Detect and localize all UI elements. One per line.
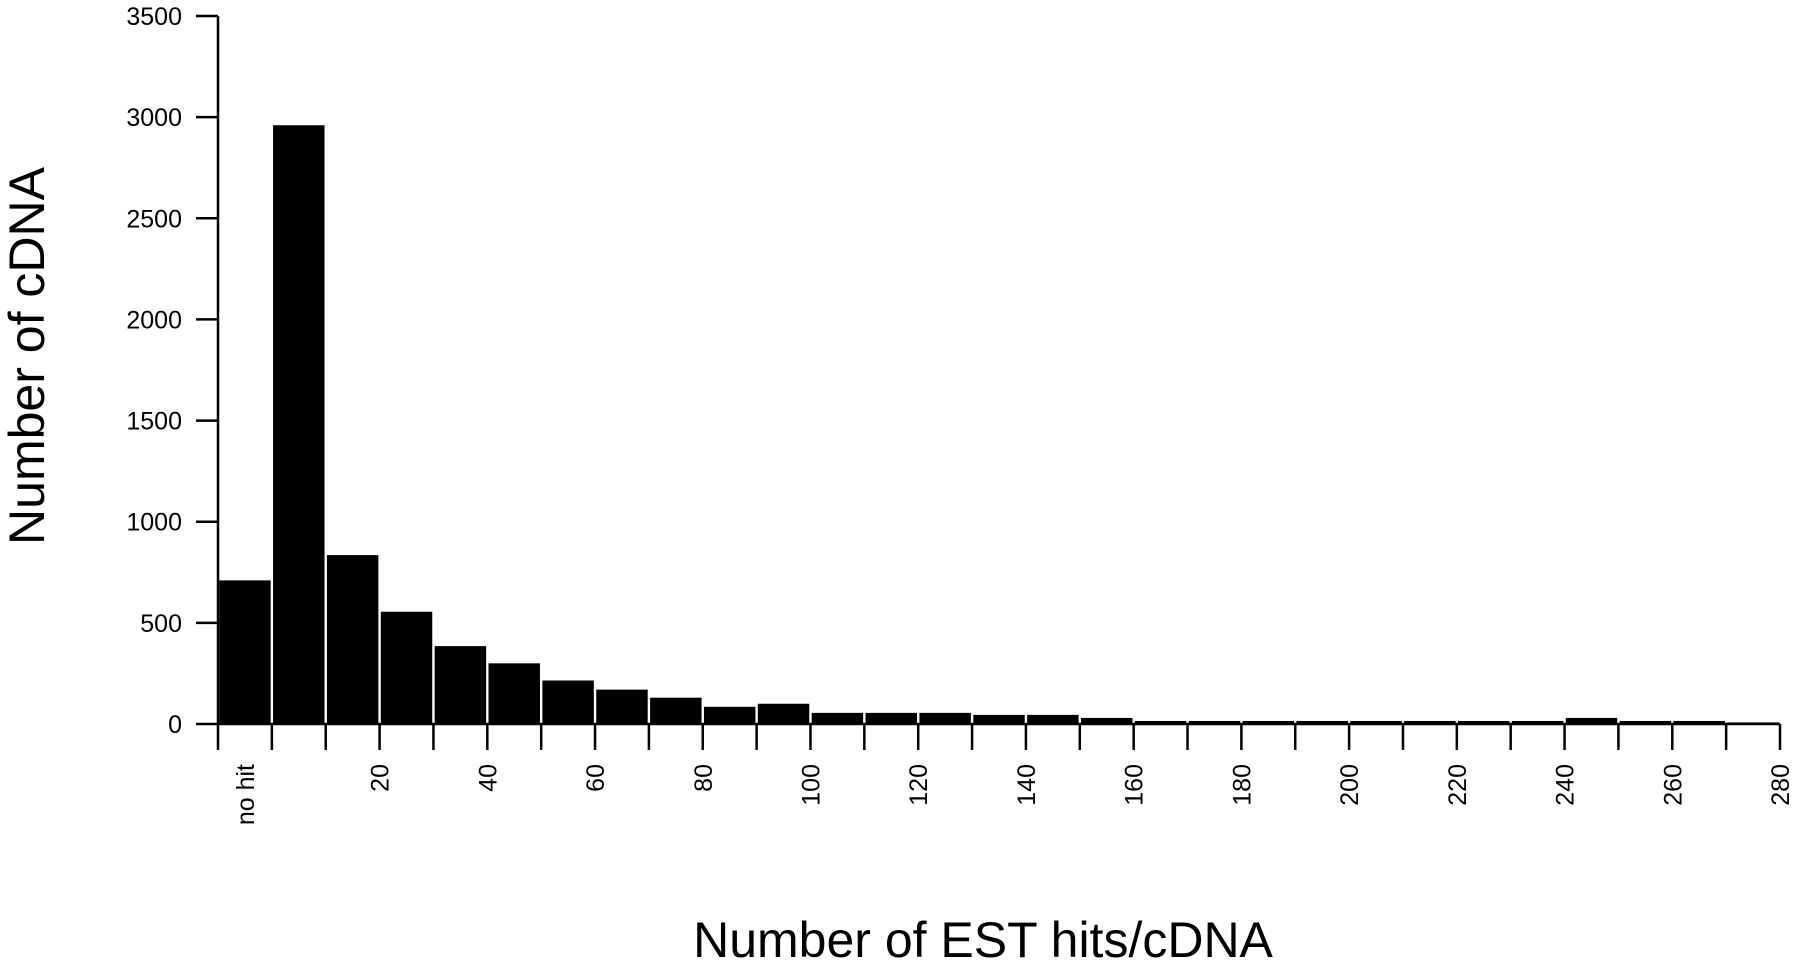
bar [219, 580, 271, 724]
bar [973, 714, 1025, 724]
bar [273, 125, 325, 725]
y-tick-label: 1500 [126, 408, 182, 436]
x-axis-title: Number of EST hits/cDNA [693, 912, 1273, 968]
bar [1511, 720, 1564, 724]
y-tick-label: 2500 [126, 205, 182, 233]
bar [919, 712, 971, 724]
x-tick-label: 100 [797, 764, 825, 806]
y-tick-label: 500 [140, 610, 182, 638]
x-tick-label: 160 [1121, 764, 1149, 806]
bar [1404, 720, 1456, 724]
x-tick-label: 20 [367, 764, 395, 792]
bar [703, 706, 756, 724]
y-tick-label: 3000 [126, 104, 182, 132]
y-tick-label: 3500 [126, 3, 182, 31]
y-tick-label: 0 [168, 711, 182, 739]
bar [650, 697, 702, 724]
bar [1242, 720, 1295, 724]
x-tick-label: 280 [1767, 764, 1795, 806]
x-tick-label: 180 [1228, 764, 1256, 806]
bar [1134, 720, 1187, 724]
bar [1458, 720, 1510, 724]
bar [326, 555, 379, 724]
bar [542, 680, 594, 724]
x-tick-label: 260 [1659, 764, 1687, 806]
bar [1027, 714, 1079, 724]
y-tick-label: 2000 [126, 306, 182, 334]
bar [1080, 717, 1133, 724]
x-tick-label: 120 [905, 764, 933, 806]
bar [757, 703, 810, 724]
x-tick-label: 60 [582, 764, 610, 792]
x-tick-label: 240 [1552, 764, 1580, 806]
y-axis-ticks: 0 500 1000 1500 2000 2500 3000 3500 [126, 3, 218, 739]
bar [596, 689, 648, 724]
x-tick-label-no-hit: no hit [232, 764, 260, 825]
bar [1565, 717, 1618, 724]
bar [1350, 720, 1402, 724]
y-axis-title: Number of cDNA [0, 166, 55, 545]
bars-group [219, 125, 1779, 725]
bar [1296, 720, 1348, 724]
x-tick-label: 80 [690, 764, 718, 792]
x-tick-label: 220 [1444, 764, 1472, 806]
x-tick-label: 40 [474, 764, 502, 792]
bar [811, 712, 864, 724]
x-tick-label: 140 [1013, 764, 1041, 806]
bar [434, 646, 487, 724]
x-axis-ticks: no hit 20 40 60 80 100 120 140 160 180 200 220 240 26… [216, 724, 1795, 825]
bar [865, 712, 918, 724]
bar [488, 663, 540, 724]
bar [1188, 720, 1241, 724]
bar [1673, 720, 1725, 724]
y-tick-label: 1000 [126, 509, 182, 537]
bar [380, 611, 433, 724]
bar [1619, 720, 1672, 724]
x-tick-label: 200 [1336, 764, 1364, 806]
